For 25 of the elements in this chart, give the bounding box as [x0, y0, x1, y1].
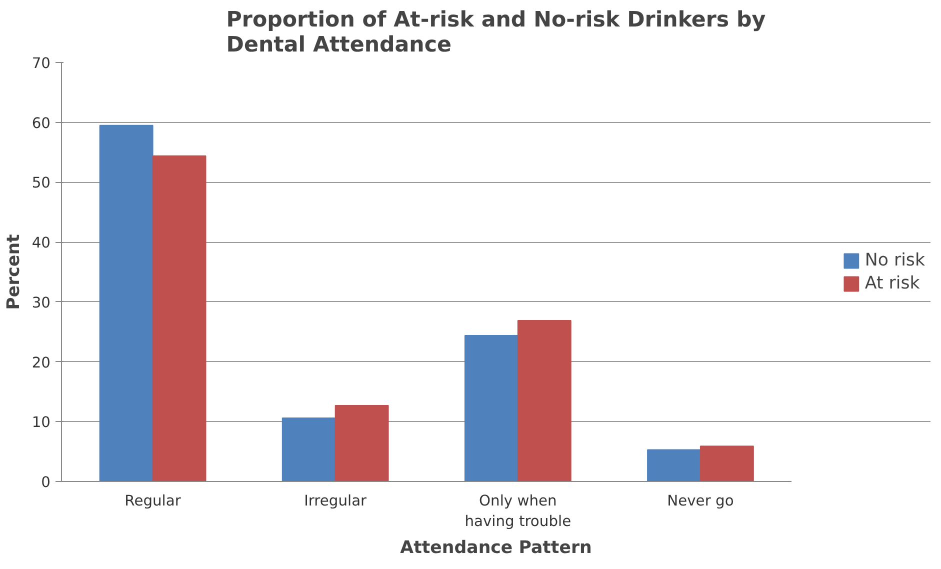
bar [99, 124, 154, 482]
legend-label: No risk [864, 250, 925, 270]
x-tick-label: Regular [124, 492, 182, 510]
y-tick-label: 40 [32, 234, 51, 252]
bar [152, 155, 206, 482]
x-axis-title: Attendance Pattern [400, 538, 592, 558]
x-tick-label: Never go [667, 492, 734, 510]
y-tick-label: 20 [32, 354, 51, 372]
y-tick-label: 60 [32, 114, 51, 132]
bar [647, 449, 701, 482]
chart-title: Proportion of At-risk and No-risk Drinkers by Dental Attendance [226, 8, 766, 58]
bar [334, 404, 389, 482]
bar [700, 446, 754, 482]
y-tick-label: 50 [32, 174, 51, 192]
legend-label: At risk [864, 273, 920, 293]
y-tick-label: 10 [32, 414, 51, 432]
y-tick-label: 0 [41, 474, 51, 491]
x-tick-label: Only when having trouble [464, 492, 572, 530]
x-tick-label: Irregular [304, 492, 368, 510]
y-axis-title: Percent [4, 234, 24, 310]
y-tick-label: 30 [32, 294, 51, 312]
bar [517, 320, 572, 482]
bar [464, 334, 518, 482]
y-tick-label: 70 [32, 55, 51, 72]
bar [282, 418, 336, 482]
